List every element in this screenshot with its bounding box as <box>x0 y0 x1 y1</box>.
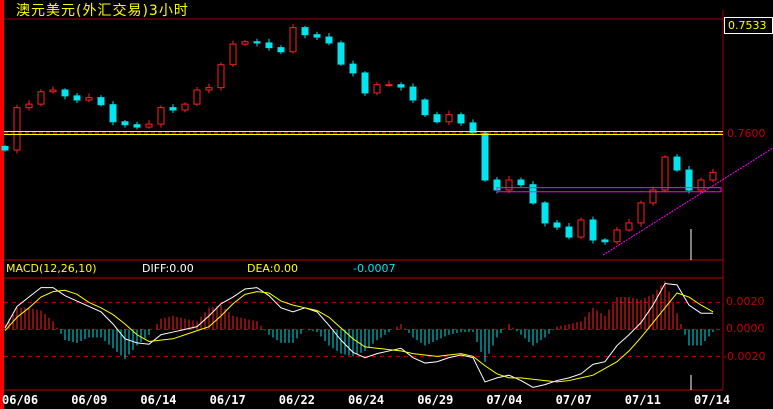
candle-body <box>205 87 213 91</box>
candle-body <box>433 114 441 123</box>
candle-body <box>25 103 33 109</box>
candle-body <box>661 156 669 191</box>
date-tick-label: 07/14 <box>694 393 731 407</box>
candle-body <box>481 132 489 181</box>
candle-body <box>253 41 261 44</box>
candle-body <box>421 99 429 116</box>
date-tick-label: 06/09 <box>71 393 108 407</box>
candle-body <box>145 123 153 128</box>
candle-body <box>61 89 69 97</box>
candle-body <box>265 42 273 49</box>
candle-body <box>241 41 249 45</box>
date-tick-label: 06/29 <box>417 393 454 407</box>
candle-body <box>625 222 633 231</box>
candle-body <box>337 42 345 65</box>
candle-body <box>13 107 21 151</box>
candle-body <box>685 169 693 191</box>
candle-body <box>565 226 573 238</box>
candle-body <box>373 84 381 94</box>
date-tick-label: 06/14 <box>140 393 177 407</box>
candle-body <box>1 145 9 151</box>
date-tick-label: 07/04 <box>486 393 523 407</box>
candle-body <box>601 239 609 243</box>
candle-body <box>589 219 597 241</box>
candle-body <box>673 156 681 171</box>
macd-axis-label: 0.0020 <box>726 295 765 308</box>
candle-body <box>457 114 465 124</box>
candle-body <box>361 72 369 94</box>
candle-body <box>73 95 81 101</box>
candle-body <box>109 104 117 123</box>
candle-body <box>157 107 165 125</box>
macd-axis-label: -0.0020 <box>723 350 766 363</box>
candle-body <box>97 97 105 106</box>
candle-body <box>133 124 141 128</box>
candle-body <box>553 222 561 228</box>
candle-body <box>541 202 549 224</box>
candle-body <box>709 171 717 181</box>
support-band <box>496 187 722 193</box>
date-tick-label: 07/11 <box>624 393 661 407</box>
candle-body <box>517 179 525 186</box>
date-tick-label: 06/06 <box>2 393 39 407</box>
date-tick-label: 06/22 <box>278 393 315 407</box>
candle-body <box>289 27 297 53</box>
last-price-box: 0.7533 <box>724 17 773 34</box>
candle-body <box>529 184 537 204</box>
left-border <box>0 0 4 409</box>
candle-body <box>697 179 705 191</box>
diff-line <box>4 283 713 388</box>
candle-body <box>121 121 129 126</box>
candle-body <box>349 63 357 74</box>
candle-body <box>49 89 57 93</box>
candle-body <box>301 27 309 36</box>
candle-body <box>409 86 417 101</box>
candle-body <box>193 89 201 105</box>
date-tick-label: 07/07 <box>555 393 592 407</box>
macd-name: MACD(12,26,10) <box>6 262 97 275</box>
candle-body <box>229 43 237 66</box>
candle-body <box>37 91 45 105</box>
candle-body <box>505 179 513 191</box>
macd-axis-label: 0.0000 <box>726 322 765 335</box>
candle-body <box>649 189 657 204</box>
candle-body <box>385 84 393 87</box>
candle-body <box>325 36 333 44</box>
macd-dea-label: DEA:0.00 <box>247 262 298 275</box>
dea-line <box>4 289 714 383</box>
macd-diff-label: DIFF:0.00 <box>142 262 194 275</box>
candle-body <box>313 34 321 38</box>
date-tick-label: 06/17 <box>209 393 246 407</box>
candle-body <box>577 219 585 238</box>
candle-body <box>217 64 225 89</box>
trendline <box>602 147 773 256</box>
candle-body <box>445 114 453 123</box>
candle-body <box>169 107 177 111</box>
candle-body <box>277 47 285 53</box>
macd-value: -0.0007 <box>353 262 396 275</box>
candle-body <box>85 97 93 101</box>
candle-body <box>637 202 645 224</box>
candle-body <box>613 229 621 243</box>
candle-body <box>397 84 405 88</box>
candle-body <box>181 103 189 111</box>
price-axis-label: 0.7600 <box>727 127 766 140</box>
date-tick-label: 06/24 <box>348 393 385 407</box>
chart-title: 澳元美元(外汇交易)3小时 <box>16 3 189 19</box>
